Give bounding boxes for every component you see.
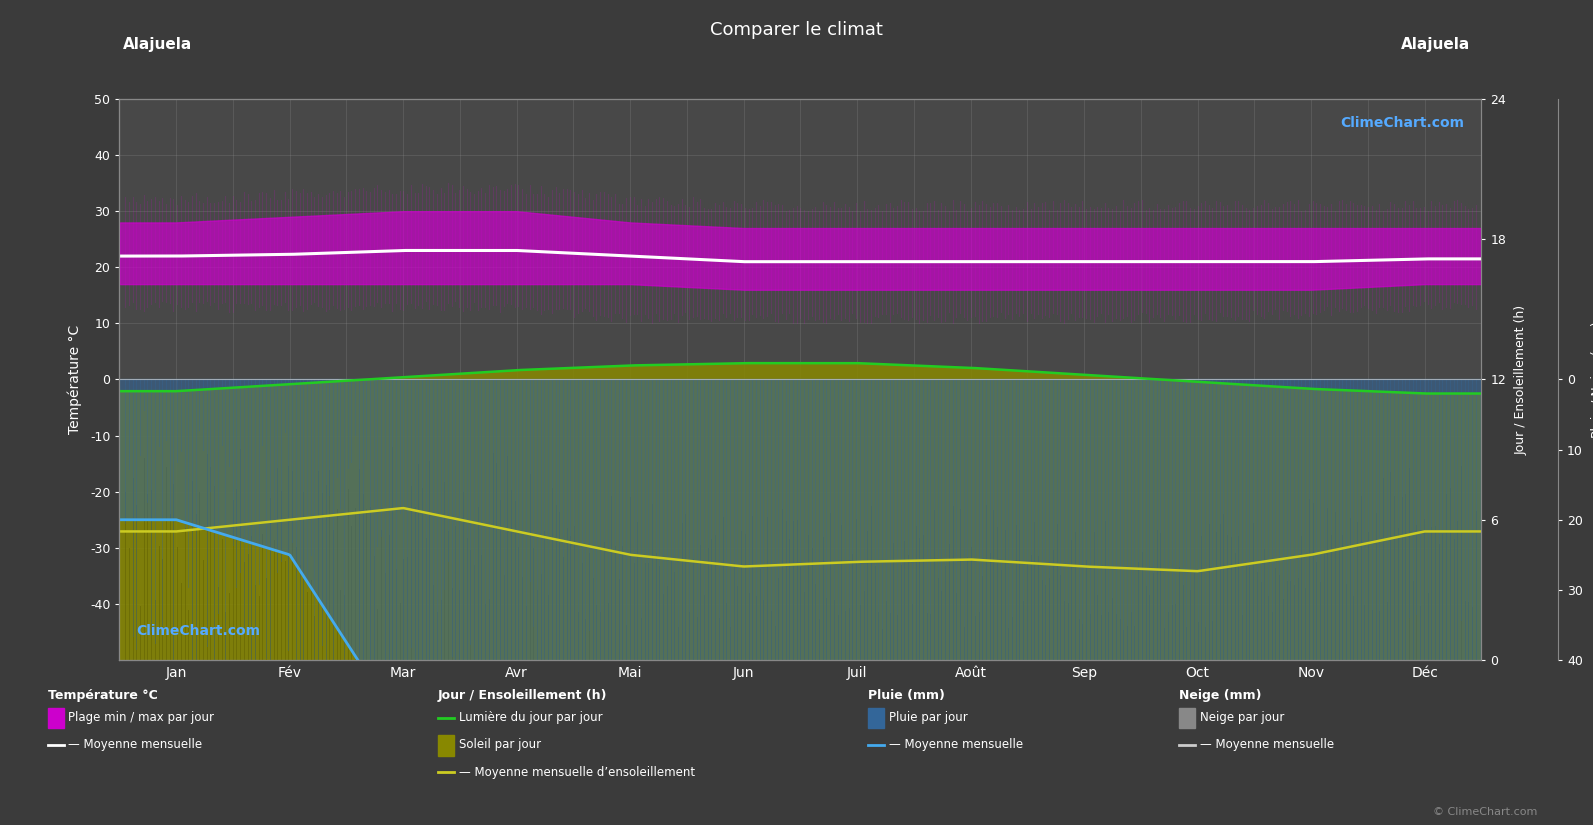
Y-axis label: Température °C: Température °C (67, 325, 81, 434)
Text: — Moyenne mensuelle: — Moyenne mensuelle (68, 738, 202, 752)
Text: Neige par jour: Neige par jour (1200, 711, 1284, 724)
Text: — Moyenne mensuelle d’ensoleillement: — Moyenne mensuelle d’ensoleillement (459, 766, 695, 779)
Text: Comparer le climat: Comparer le climat (710, 21, 883, 39)
Y-axis label: Pluie / Neige (mm): Pluie / Neige (mm) (1591, 321, 1593, 438)
Text: Pluie par jour: Pluie par jour (889, 711, 967, 724)
Text: Alajuela: Alajuela (1402, 37, 1470, 52)
Text: Température °C: Température °C (48, 689, 158, 702)
Text: Pluie (mm): Pluie (mm) (868, 689, 945, 702)
Text: © ClimeChart.com: © ClimeChart.com (1432, 807, 1537, 817)
Text: Alajuela: Alajuela (123, 37, 191, 52)
Text: — Moyenne mensuelle: — Moyenne mensuelle (889, 738, 1023, 752)
Text: Jour / Ensoleillement (h): Jour / Ensoleillement (h) (438, 689, 607, 702)
Text: Soleil par jour: Soleil par jour (459, 738, 542, 752)
Text: — Moyenne mensuelle: — Moyenne mensuelle (1200, 738, 1333, 752)
Text: Plage min / max par jour: Plage min / max par jour (68, 711, 215, 724)
Y-axis label: Jour / Ensoleillement (h): Jour / Ensoleillement (h) (1515, 304, 1528, 455)
Text: ClimeChart.com: ClimeChart.com (1340, 116, 1464, 130)
Text: ClimeChart.com: ClimeChart.com (137, 624, 261, 638)
Text: Lumière du jour par jour: Lumière du jour par jour (459, 711, 602, 724)
Text: Neige (mm): Neige (mm) (1179, 689, 1262, 702)
